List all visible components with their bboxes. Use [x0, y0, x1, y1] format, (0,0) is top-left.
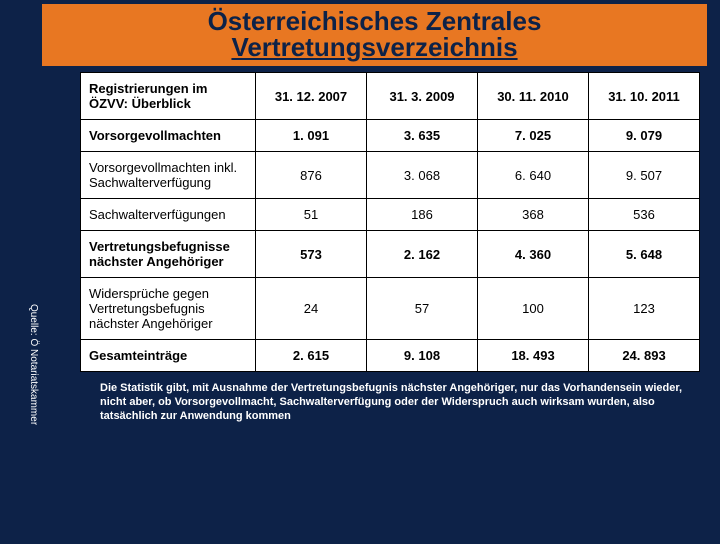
cell: 57 — [367, 278, 478, 340]
row-label: Vorsorgevollmachten — [81, 120, 256, 152]
source-label: Quelle: Ö Notariatskammer — [28, 304, 39, 425]
col-2: 30. 11. 2010 — [478, 73, 589, 120]
cell: 876 — [256, 152, 367, 199]
cell: 7. 025 — [478, 120, 589, 152]
header-label: Registrierungen im ÖZVV: Überblick — [81, 73, 256, 120]
title-line2: Vertretungsverzeichnis — [42, 34, 707, 60]
title-bar: Österreichisches Zentrales Vertretungsve… — [42, 4, 707, 66]
cell: 5. 648 — [589, 231, 700, 278]
row-label: Gesamteinträge — [81, 340, 256, 372]
footnote: Die Statistik gibt, mit Ausnahme der Ver… — [100, 382, 688, 423]
row-label: Vertretungsbefugnisse nächster Angehörig… — [81, 231, 256, 278]
data-table-container: Registrierungen im ÖZVV: Überblick 31. 1… — [80, 72, 700, 372]
row-label: Sachwalterverfügungen — [81, 199, 256, 231]
cell: 18. 493 — [478, 340, 589, 372]
cell: 573 — [256, 231, 367, 278]
cell: 2. 615 — [256, 340, 367, 372]
cell: 4. 360 — [478, 231, 589, 278]
table-row: Vertretungsbefugnisse nächster Angehörig… — [81, 231, 700, 278]
table-row: Vorsorgevollmachten inkl. Sachwalterverf… — [81, 152, 700, 199]
col-0: 31. 12. 2007 — [256, 73, 367, 120]
cell: 2. 162 — [367, 231, 478, 278]
row-label: Vorsorgevollmachten inkl. Sachwalterverf… — [81, 152, 256, 199]
cell: 9. 108 — [367, 340, 478, 372]
col-1: 31. 3. 2009 — [367, 73, 478, 120]
table-header-row: Registrierungen im ÖZVV: Überblick 31. 1… — [81, 73, 700, 120]
table-row: Sachwalterverfügungen51186368536 — [81, 199, 700, 231]
cell: 3. 635 — [367, 120, 478, 152]
table-row: Widersprüche gegen Vertretungsbefugnis n… — [81, 278, 700, 340]
data-table: Registrierungen im ÖZVV: Überblick 31. 1… — [80, 72, 700, 372]
cell: 24 — [256, 278, 367, 340]
cell: 3. 068 — [367, 152, 478, 199]
row-label: Widersprüche gegen Vertretungsbefugnis n… — [81, 278, 256, 340]
cell: 368 — [478, 199, 589, 231]
col-3: 31. 10. 2011 — [589, 73, 700, 120]
cell: 100 — [478, 278, 589, 340]
title-line1: Österreichisches Zentrales — [42, 8, 707, 34]
cell: 1. 091 — [256, 120, 367, 152]
cell: 186 — [367, 199, 478, 231]
cell: 24. 893 — [589, 340, 700, 372]
cell: 536 — [589, 199, 700, 231]
table-row: Gesamteinträge2. 6159. 10818. 49324. 893 — [81, 340, 700, 372]
cell: 9. 507 — [589, 152, 700, 199]
cell: 9. 079 — [589, 120, 700, 152]
cell: 51 — [256, 199, 367, 231]
table-row: Vorsorgevollmachten1. 0913. 6357. 0259. … — [81, 120, 700, 152]
cell: 6. 640 — [478, 152, 589, 199]
cell: 123 — [589, 278, 700, 340]
